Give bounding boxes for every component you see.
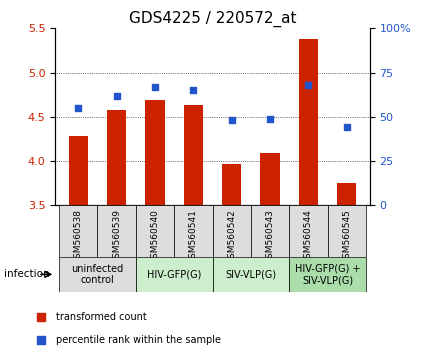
Text: transformed count: transformed count (57, 312, 147, 322)
Bar (59, 257, 136, 292)
Text: SIV-VLP(G): SIV-VLP(G) (225, 269, 276, 279)
Point (305, 82, 312, 88)
Point (190, 87, 197, 93)
Text: percentile rank within the sample: percentile rank within the sample (57, 335, 221, 346)
Bar (261, 153, 280, 205)
Bar (184, 105, 203, 205)
Bar (136, 205, 174, 257)
Bar (289, 257, 366, 292)
Text: infection: infection (4, 269, 50, 279)
Bar (337, 183, 356, 205)
Bar (59, 205, 97, 257)
Text: GSM560544: GSM560544 (304, 210, 313, 264)
Bar (212, 205, 251, 257)
Bar (289, 205, 328, 257)
Text: GSM560542: GSM560542 (227, 210, 236, 264)
Title: GDS4225 / 220572_at: GDS4225 / 220572_at (129, 11, 296, 27)
Bar (69, 136, 88, 205)
Point (286, 233, 292, 238)
Bar (328, 205, 366, 257)
Point (228, 118, 235, 123)
Bar (251, 205, 289, 257)
Text: HIV-GFP(G): HIV-GFP(G) (147, 269, 201, 279)
Text: GSM560543: GSM560543 (266, 210, 275, 264)
Text: uninfected
control: uninfected control (71, 263, 124, 285)
Text: GSM560539: GSM560539 (112, 210, 121, 264)
Bar (212, 257, 289, 292)
Bar (107, 110, 126, 205)
Text: GSM560538: GSM560538 (74, 210, 83, 264)
Point (113, 93, 120, 98)
Text: GSM560541: GSM560541 (189, 210, 198, 264)
Point (343, 125, 350, 130)
Bar (97, 205, 136, 257)
Point (266, 116, 273, 121)
Point (152, 84, 159, 90)
Bar (299, 39, 318, 205)
Text: HIV-GFP(G) +
SIV-VLP(G): HIV-GFP(G) + SIV-VLP(G) (295, 263, 360, 285)
Bar (136, 257, 212, 292)
Point (286, 23, 292, 29)
Point (75, 105, 82, 111)
Bar (174, 205, 212, 257)
Bar (145, 100, 164, 205)
Text: GSM560540: GSM560540 (150, 210, 159, 264)
Bar (222, 164, 241, 205)
Text: GSM560545: GSM560545 (342, 210, 351, 264)
